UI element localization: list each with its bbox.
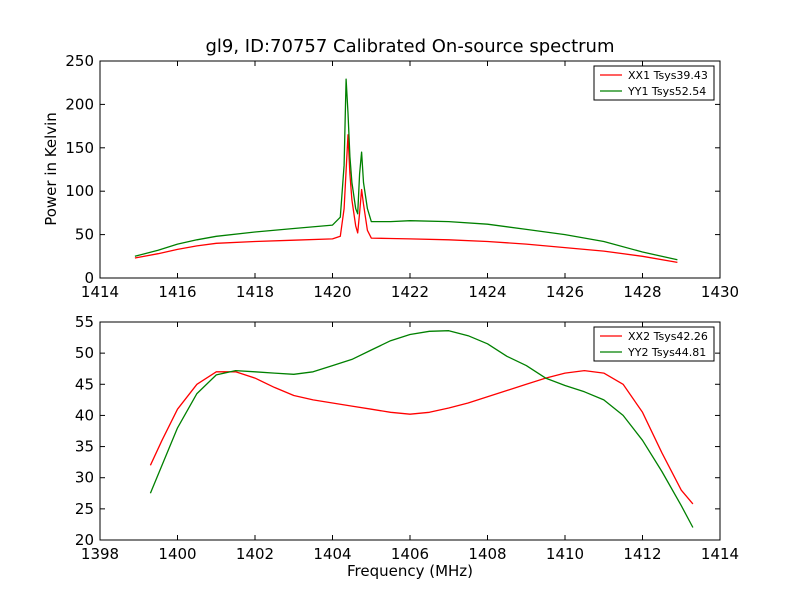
bottom-y-tick-label: 55 bbox=[75, 313, 94, 331]
top-x-tick-label: 1430 bbox=[701, 283, 739, 301]
top-series-lines bbox=[134, 78, 678, 264]
chart-title: gl9, ID:70757 Calibrated On-source spect… bbox=[205, 36, 614, 57]
top-y-tick-label: 250 bbox=[65, 52, 94, 70]
bottom-y-tick-label: 30 bbox=[75, 469, 94, 487]
bottom-x-tick-label: 1414 bbox=[701, 545, 739, 563]
bottom-y-tick-label: 50 bbox=[75, 344, 94, 362]
top-x-tick-label: 1418 bbox=[236, 283, 274, 301]
top-legend: XX1 Tsys39.43 YY1 Tsys52.54 bbox=[593, 65, 715, 101]
top-y-tick-label: 0 bbox=[84, 269, 94, 287]
top-y-tick-label: 100 bbox=[65, 182, 94, 200]
bottom-x-tick-label: 1400 bbox=[158, 545, 196, 563]
bottom-x-tick-label: 1398 bbox=[81, 545, 119, 563]
bottom-y-tick-label: 25 bbox=[75, 500, 94, 518]
bottom-ticks: 1398 1400 1402 1404 1406 1408 1410 1412 1414 20 25… bbox=[75, 313, 739, 563]
bottom-y-tick-label: 20 bbox=[75, 531, 94, 549]
bottom-y-tick-label: 40 bbox=[75, 406, 94, 424]
top-y-axis-label: Power in Kelvin bbox=[42, 112, 60, 226]
bottom-chart: 1398 1400 1402 1404 1406 1408 1410 1412 1414 20 25… bbox=[75, 313, 739, 580]
bottom-legend-box bbox=[593, 326, 715, 362]
top-y-tick-label: 200 bbox=[65, 95, 94, 113]
bottom-x-axis-label: Frequency (MHz) bbox=[347, 562, 473, 580]
top-y-tick-label: 150 bbox=[65, 139, 94, 157]
top-y-tick-label: 50 bbox=[75, 226, 94, 244]
top-x-tick-label: 1414 bbox=[81, 283, 119, 301]
bottom-y-tick-label: 35 bbox=[75, 438, 94, 456]
top-x-tick-label: 1426 bbox=[546, 283, 584, 301]
top-chart: 1414 1416 1418 1420 1422 1424 1426 1428 1430 0 50 1… bbox=[42, 52, 739, 301]
bottom-x-tick-label: 1408 bbox=[468, 545, 506, 563]
bottom-legend-label-1: YY2 Tsys44.81 bbox=[627, 346, 706, 359]
top-x-tick-label: 1420 bbox=[313, 283, 351, 301]
bottom-x-tick-label: 1402 bbox=[236, 545, 274, 563]
bottom-legend: XX2 Tsys42.26 YY2 Tsys44.81 bbox=[593, 326, 715, 362]
top-x-tick-label: 1428 bbox=[623, 283, 661, 301]
top-x-tick-label: 1416 bbox=[158, 283, 196, 301]
top-ticks: 1414 1416 1418 1420 1422 1424 1426 1428 1430 0 50 1… bbox=[65, 52, 739, 301]
top-legend-box bbox=[593, 65, 715, 101]
top-x-tick-label: 1422 bbox=[391, 283, 429, 301]
bottom-x-tick-label: 1406 bbox=[391, 545, 429, 563]
top-legend-label-1: YY1 Tsys52.54 bbox=[627, 85, 706, 98]
bottom-x-tick-label: 1404 bbox=[313, 545, 351, 563]
bottom-y-tick-label: 45 bbox=[75, 375, 94, 393]
top-legend-label-0: XX1 Tsys39.43 bbox=[628, 69, 708, 82]
bottom-series-line-1 bbox=[149, 330, 694, 528]
top-x-tick-label: 1424 bbox=[468, 283, 506, 301]
bottom-legend-label-0: XX2 Tsys42.26 bbox=[628, 330, 708, 343]
bottom-x-tick-label: 1412 bbox=[623, 545, 661, 563]
top-series-line-1 bbox=[134, 78, 678, 261]
bottom-x-tick-label: 1410 bbox=[546, 545, 584, 563]
top-series-line-0 bbox=[134, 134, 678, 264]
bottom-series-lines bbox=[149, 330, 694, 528]
